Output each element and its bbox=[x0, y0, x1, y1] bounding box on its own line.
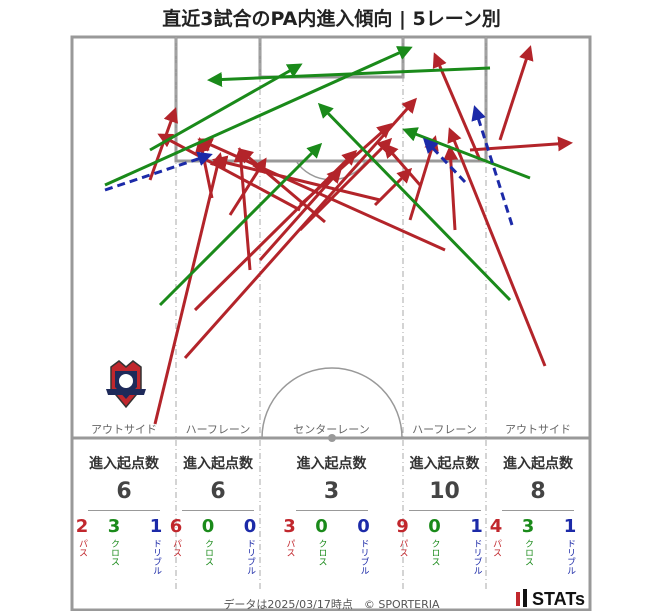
pass-count: 2 bbox=[75, 516, 89, 537]
stats-header: 進入起点数 bbox=[409, 456, 480, 472]
pass-count: 9 bbox=[396, 516, 409, 537]
goal-area bbox=[258, 35, 405, 79]
dribble-label: ドリブル bbox=[151, 539, 161, 575]
page-title: 直近3試合のPA内進入傾向 | 5レーン別 bbox=[162, 8, 501, 30]
pass-arrow bbox=[195, 137, 214, 199]
pass-arrow bbox=[299, 123, 393, 207]
cross-label: クロス bbox=[523, 539, 533, 566]
stats-header: 進入起点数 bbox=[183, 456, 253, 472]
lane-label: ハーフレーン bbox=[412, 423, 477, 436]
lane-label: ハーフレーン bbox=[185, 423, 251, 436]
cross-count: 0 bbox=[315, 516, 328, 537]
divider bbox=[182, 510, 254, 511]
stats-total: 6 bbox=[116, 479, 132, 504]
stats-total: 6 bbox=[210, 479, 226, 504]
brand-text: STATs bbox=[532, 589, 585, 609]
club-crest-icon bbox=[106, 360, 146, 409]
cross-arrow bbox=[149, 63, 303, 152]
pass-arrow bbox=[373, 167, 413, 207]
pass-label: パス bbox=[397, 539, 408, 557]
cross-count: 0 bbox=[428, 516, 441, 537]
lane-label: センターレーン bbox=[293, 423, 370, 436]
pass-arrow bbox=[498, 45, 534, 141]
cross-count: 0 bbox=[201, 516, 215, 537]
lane-stats: 進入起点数 8 4 パス 3 クロス 1 ドリブル bbox=[486, 445, 590, 575]
pass-arrow bbox=[233, 147, 252, 271]
dribble-label: ドリブル bbox=[565, 539, 575, 575]
brand-logo: STATs bbox=[516, 589, 585, 610]
pass-arrow bbox=[298, 137, 393, 232]
stats-header: 進入起点数 bbox=[89, 456, 159, 472]
pass-arrow bbox=[157, 133, 301, 212]
center-spot bbox=[328, 434, 336, 442]
pass-arrow bbox=[443, 145, 459, 231]
cross-arrow bbox=[104, 46, 413, 187]
lane-stats: 進入起点数 6 2 パス 3 クロス 1 ドリブル bbox=[72, 445, 176, 575]
dribble-count: 1 bbox=[563, 516, 577, 537]
divider bbox=[88, 510, 160, 511]
center-circle bbox=[261, 367, 403, 439]
divider bbox=[502, 510, 574, 511]
pass-arrow bbox=[153, 152, 225, 425]
lane-label: アウトサイド bbox=[505, 423, 571, 436]
pass-arrow bbox=[148, 107, 179, 181]
lane-stats: 進入起点数 3 3 パス 0 クロス 0 ドリブル bbox=[260, 445, 403, 575]
dribble-arrow bbox=[104, 151, 213, 192]
dribble-arrow bbox=[422, 137, 467, 184]
cross-label: クロス bbox=[316, 539, 327, 566]
pass-arrow bbox=[447, 127, 547, 367]
dribble-arrow bbox=[471, 105, 514, 226]
dribble-label: ドリブル bbox=[358, 539, 369, 575]
dribble-label: ドリブル bbox=[471, 539, 482, 575]
lane-stats: 進入起点数 10 9 パス 0 クロス 1 ドリブル bbox=[396, 445, 486, 575]
cross-count: 3 bbox=[107, 516, 121, 537]
cross-label: クロス bbox=[203, 539, 213, 566]
pass-count: 6 bbox=[169, 516, 183, 537]
stats-total: 8 bbox=[530, 479, 546, 504]
dribble-count: 1 bbox=[470, 516, 483, 537]
brand-mark-icon bbox=[523, 589, 527, 607]
stats-header: 進入起点数 bbox=[296, 456, 367, 472]
cross-label: クロス bbox=[109, 539, 119, 566]
pass-count: 3 bbox=[283, 516, 296, 537]
lane-stats: 進入起点数 6 6 パス 0 クロス 0 ドリブル bbox=[170, 445, 260, 575]
cross-label: クロス bbox=[429, 539, 440, 566]
pass-label: パス bbox=[77, 539, 87, 557]
cross-count: 3 bbox=[521, 516, 535, 537]
cross-arrow bbox=[158, 142, 323, 307]
pass-label: パス bbox=[491, 539, 501, 557]
stats-total: 3 bbox=[323, 479, 340, 504]
pass-count: 4 bbox=[489, 516, 503, 537]
pass-arrow bbox=[212, 155, 381, 202]
dribble-count: 1 bbox=[149, 516, 163, 537]
pass-label: パス bbox=[284, 539, 295, 557]
cross-arrow bbox=[317, 102, 512, 302]
stats-header: 進入起点数 bbox=[503, 456, 573, 472]
divider bbox=[408, 510, 481, 511]
divider bbox=[295, 510, 368, 511]
footer-credit: データは2025/03/17時点 © SPORTERIA bbox=[223, 598, 440, 611]
dribble-label: ドリブル bbox=[245, 539, 255, 575]
pass-arrow bbox=[258, 167, 342, 261]
brand-mark-icon bbox=[516, 592, 520, 606]
dribble-count: 0 bbox=[357, 516, 370, 537]
pass-arrow bbox=[228, 157, 267, 216]
stats-total: 10 bbox=[429, 479, 460, 504]
dribble-count: 0 bbox=[243, 516, 257, 537]
pass-label: パス bbox=[171, 539, 181, 557]
arrow-layer bbox=[104, 45, 573, 425]
pass-arrow bbox=[432, 52, 482, 161]
lane-label: アウトサイド bbox=[91, 423, 157, 436]
